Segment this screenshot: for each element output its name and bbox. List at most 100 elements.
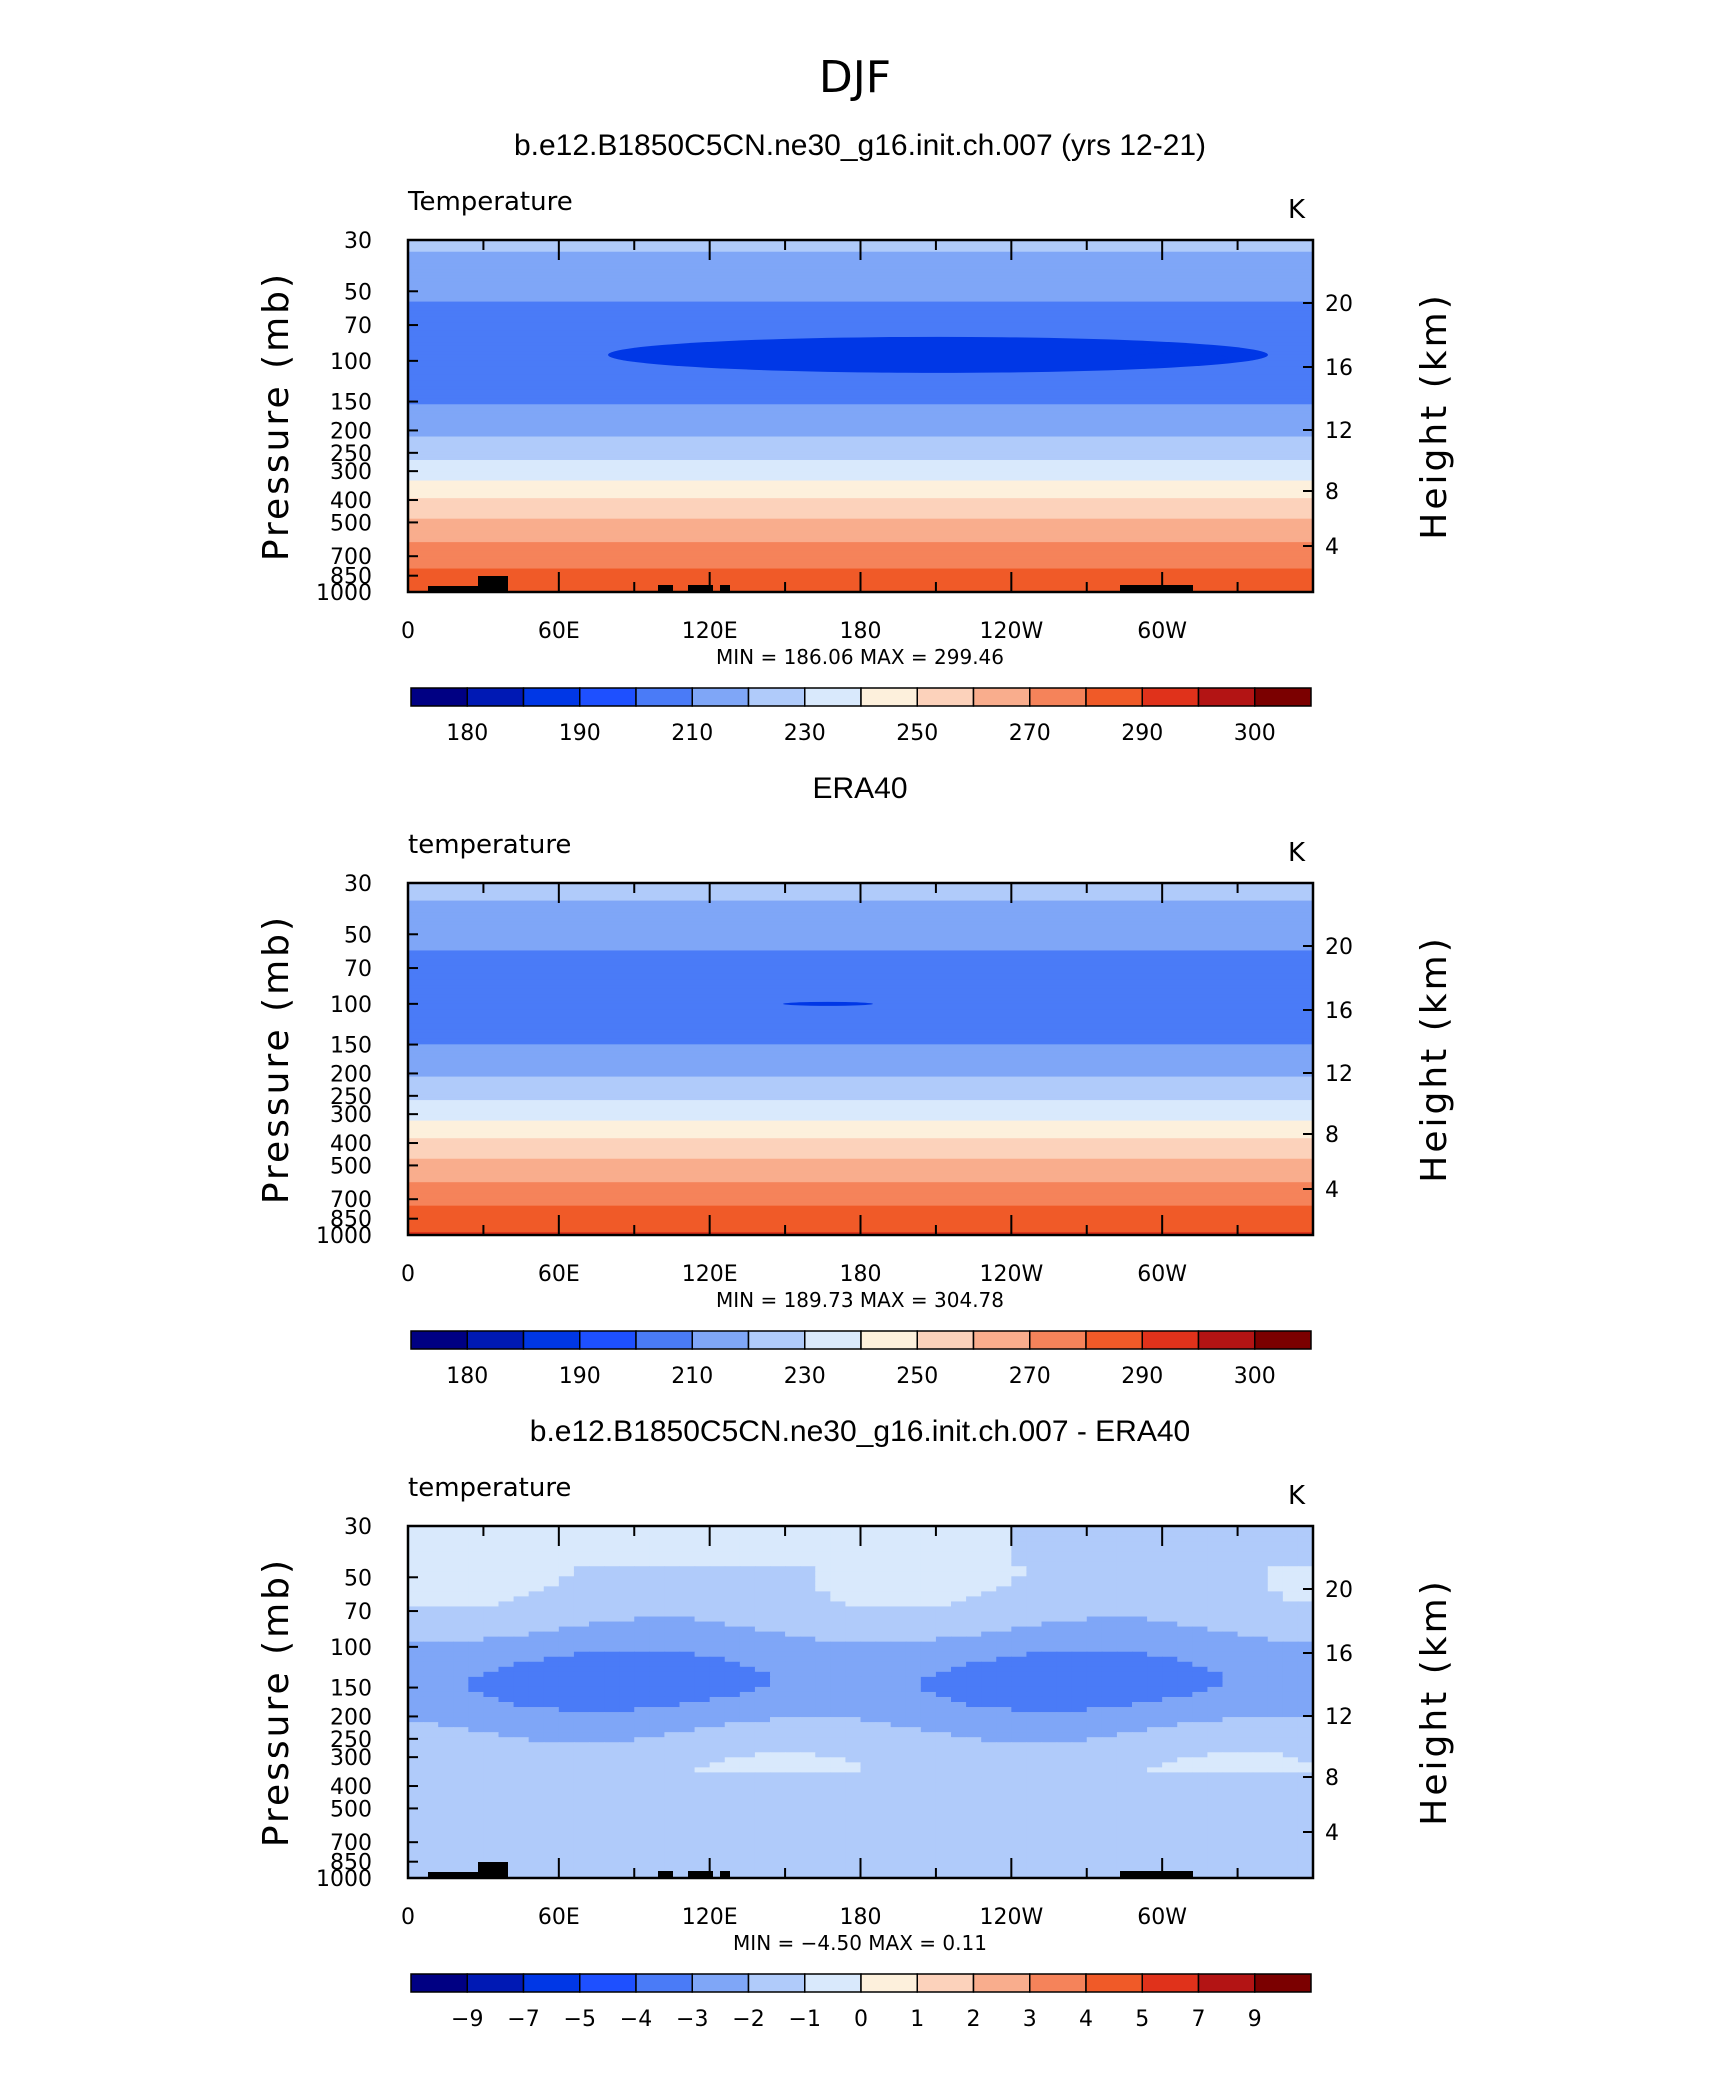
contour-cell bbox=[1026, 1832, 1043, 1839]
topography bbox=[428, 576, 1193, 592]
contour-cell bbox=[1026, 1782, 1043, 1789]
contour-cell bbox=[468, 1852, 485, 1859]
contour-cell bbox=[513, 1782, 530, 1789]
contour-cell bbox=[1026, 1696, 1043, 1703]
contour-cell bbox=[573, 1631, 590, 1638]
contour-cell bbox=[1252, 1536, 1269, 1542]
contour-cell bbox=[1222, 1857, 1239, 1864]
contour-cell bbox=[920, 1862, 937, 1869]
contour-cell bbox=[951, 1832, 967, 1839]
contour-cell bbox=[558, 1782, 575, 1789]
contour-cell bbox=[920, 1571, 937, 1577]
contour-cell bbox=[1267, 1802, 1284, 1809]
contour-cell bbox=[1222, 1732, 1239, 1738]
contour-cell bbox=[1132, 1671, 1148, 1678]
colorbar-label: 300 bbox=[1234, 1364, 1276, 1389]
contour-cell bbox=[1071, 1787, 1088, 1794]
contour-cell bbox=[604, 1732, 620, 1738]
colorbar-box bbox=[522, 1973, 581, 1993]
contour-cell bbox=[890, 1631, 907, 1638]
contour-cell bbox=[981, 1576, 997, 1582]
contour-cell bbox=[498, 1551, 515, 1557]
contour-cell bbox=[649, 1541, 666, 1547]
contour-cell bbox=[1071, 1817, 1088, 1824]
contour-cell bbox=[1101, 1757, 1118, 1763]
contour-cell bbox=[1041, 1591, 1058, 1597]
contour-cell bbox=[604, 1611, 620, 1618]
contour-cell bbox=[589, 1872, 605, 1879]
contour-cell bbox=[558, 1586, 575, 1592]
contour-cell bbox=[573, 1671, 590, 1678]
contour-cell bbox=[1147, 1641, 1163, 1648]
colorbar-box bbox=[1141, 1330, 1200, 1350]
contour-cell bbox=[1207, 1696, 1224, 1703]
contour-cell bbox=[1207, 1822, 1224, 1829]
contour-cell bbox=[558, 1827, 575, 1834]
contour-cell bbox=[558, 1742, 575, 1748]
contour-cell bbox=[1101, 1601, 1118, 1608]
contour-cell bbox=[1101, 1551, 1118, 1557]
contour-cell bbox=[785, 1556, 801, 1562]
contour-cell bbox=[483, 1772, 500, 1779]
contour-cell bbox=[528, 1787, 545, 1794]
y-tick-label: 500 bbox=[330, 1154, 372, 1179]
contour-cell bbox=[770, 1837, 786, 1844]
contour-cell bbox=[951, 1616, 967, 1623]
contour-cell bbox=[1026, 1742, 1043, 1748]
contour-cell bbox=[724, 1581, 741, 1587]
contour-cell bbox=[1086, 1757, 1103, 1763]
contour-cell bbox=[1056, 1712, 1073, 1718]
contour-cell bbox=[815, 1787, 831, 1794]
contour-cell bbox=[1147, 1606, 1163, 1613]
contour-cell bbox=[739, 1722, 756, 1728]
colorbar-label: 290 bbox=[1121, 1364, 1163, 1389]
contour-cell bbox=[815, 1817, 831, 1824]
contour-cell bbox=[694, 1817, 711, 1824]
contour-cell bbox=[981, 1636, 997, 1643]
contour-cell bbox=[951, 1737, 967, 1743]
contour-cell bbox=[724, 1717, 741, 1723]
contour-cell bbox=[1101, 1752, 1118, 1758]
contour-band bbox=[408, 454, 1313, 458]
contour-cell bbox=[408, 1621, 424, 1628]
contour-cell bbox=[800, 1762, 816, 1768]
contour-cell bbox=[951, 1802, 967, 1809]
contour-cell bbox=[860, 1666, 877, 1673]
contour-cell bbox=[1026, 1807, 1043, 1814]
contour-cell bbox=[619, 1661, 635, 1668]
contour-cell bbox=[438, 1536, 454, 1542]
contour-cell bbox=[845, 1661, 862, 1668]
contour-cell bbox=[1147, 1631, 1163, 1638]
contour-cell bbox=[1177, 1621, 1193, 1628]
colorbar-box bbox=[804, 1330, 862, 1350]
contour-cell bbox=[800, 1606, 816, 1613]
contour-cell bbox=[935, 1571, 952, 1577]
contour-cell bbox=[754, 1616, 771, 1623]
x-tick-label: 0 bbox=[401, 1905, 415, 1930]
contour-cell bbox=[845, 1742, 862, 1748]
contour-cell bbox=[1252, 1837, 1269, 1844]
contour-cell bbox=[800, 1802, 816, 1809]
contour-cell bbox=[604, 1827, 620, 1834]
y2-tick-label: 20 bbox=[1325, 1578, 1353, 1603]
contour-cell bbox=[1101, 1747, 1118, 1753]
contour-cell bbox=[966, 1737, 982, 1743]
colorbar-box bbox=[972, 1973, 1031, 1993]
contour-cell bbox=[423, 1676, 439, 1683]
contour-cell bbox=[739, 1606, 756, 1613]
contour-cell bbox=[1011, 1827, 1028, 1834]
contour-cell bbox=[1041, 1611, 1058, 1618]
contour-cell bbox=[513, 1807, 530, 1814]
contour-cell bbox=[423, 1696, 439, 1703]
contour-cell bbox=[830, 1691, 847, 1698]
contour-cell bbox=[1071, 1666, 1088, 1673]
contour-cell bbox=[619, 1631, 635, 1638]
contour-cell bbox=[528, 1872, 545, 1879]
contour-cell bbox=[739, 1631, 756, 1638]
contour-cell bbox=[528, 1546, 545, 1552]
contour-cell bbox=[785, 1787, 801, 1794]
contour-band bbox=[408, 929, 1313, 934]
contour-cell bbox=[498, 1671, 515, 1678]
contour-cell bbox=[754, 1752, 771, 1758]
contour-cell bbox=[438, 1621, 454, 1628]
